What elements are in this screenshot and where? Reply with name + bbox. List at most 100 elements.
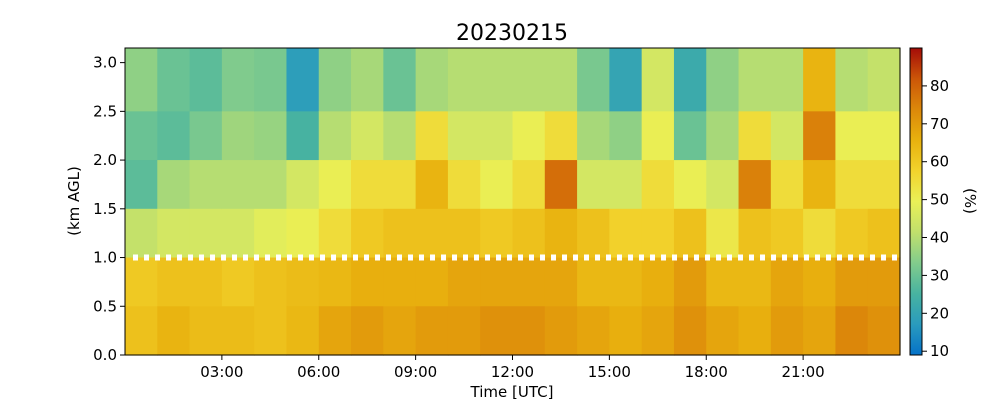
heatmap-cell <box>512 257 546 307</box>
heatmap-cell <box>286 48 320 112</box>
heatmap-cell <box>512 48 546 112</box>
colorbar-label: (%) <box>961 188 979 214</box>
heatmap-cell <box>157 257 191 307</box>
heatmap-cell <box>803 160 837 210</box>
x-tick-label: 18:00 <box>685 363 728 381</box>
heatmap-cell <box>415 111 449 161</box>
y-axis-label: (km AGL) <box>65 166 83 236</box>
x-tick-label: 21:00 <box>782 363 825 381</box>
heatmap-cell <box>641 208 675 259</box>
heatmap-cell <box>318 111 352 161</box>
heatmap-cell <box>221 48 255 112</box>
heatmap-cell <box>803 208 837 259</box>
heatmap-cell <box>609 306 643 356</box>
heatmap-cell <box>221 160 255 210</box>
heatmap-cell <box>835 208 869 259</box>
heatmap-cell <box>125 111 158 161</box>
heatmap-cell <box>641 257 675 307</box>
heatmap-cell <box>157 111 191 161</box>
colorbar-tick-label: 40 <box>930 229 949 247</box>
colorbar-tick-label: 20 <box>930 304 949 322</box>
heatmap-cell <box>415 160 449 210</box>
heatmap-cell <box>673 306 707 356</box>
heatmap-cell <box>770 160 804 210</box>
heatmap-cell <box>447 208 481 259</box>
heatmap-cell <box>480 257 514 307</box>
heatmap-cell <box>383 111 417 161</box>
heatmap-cell <box>738 48 772 112</box>
heatmap-cell <box>189 306 223 356</box>
heatmap-cell <box>480 306 514 356</box>
heatmap-cell <box>835 111 869 161</box>
x-tick-label: 12:00 <box>491 363 534 381</box>
heatmap-cell <box>351 208 384 259</box>
heatmap-cell <box>544 48 578 112</box>
heatmap-cell <box>383 257 417 307</box>
heatmap-cell <box>221 306 255 356</box>
heatmap-cell <box>738 160 772 210</box>
heatmap-cell <box>415 306 449 356</box>
colorbar-tick-label: 30 <box>930 266 949 284</box>
y-tick-label: 0.5 <box>93 297 117 315</box>
heatmap-cell <box>867 48 901 112</box>
y-axis-ticks: 0.0 0.5 1.0 1.5 2.0 2.5 3.0 <box>93 54 125 364</box>
heatmap-cell <box>673 111 707 161</box>
heatmap-cell <box>867 306 901 356</box>
heatmap-cell <box>254 48 288 112</box>
x-axis-ticks: 03:00 06:00 09:00 12:00 15:00 18:00 21:00 <box>200 355 825 381</box>
heatmap-cell <box>706 111 740 161</box>
y-tick-label: 0.0 <box>93 346 117 364</box>
heatmap-cell <box>286 111 320 161</box>
heatmap-cell <box>351 257 384 307</box>
heatmap-cell <box>383 48 417 112</box>
heatmap-cell <box>738 257 772 307</box>
heatmap-cell <box>673 257 707 307</box>
heatmap-cell <box>318 48 352 112</box>
heatmap-cell <box>770 306 804 356</box>
y-tick-label: 1.5 <box>93 200 117 218</box>
heatmap-cell <box>770 48 804 112</box>
heatmap-cell <box>609 160 643 210</box>
heatmap-cell <box>867 208 901 259</box>
heatmap-cell <box>383 306 417 356</box>
heatmap-cell <box>835 48 869 112</box>
heatmap-cell <box>318 306 352 356</box>
heatmap-cell <box>641 111 675 161</box>
colorbar-ticks: 10 20 30 40 50 60 70 80 <box>922 77 949 360</box>
colorbar-tick-label: 70 <box>930 115 949 133</box>
heatmap-cell <box>286 208 320 259</box>
heatmap-cell <box>609 48 643 112</box>
heatmap-cell <box>189 257 223 307</box>
x-axis-label: Time [UTC] <box>470 383 554 400</box>
heatmap-cell <box>609 257 643 307</box>
heatmap-cell <box>544 160 578 210</box>
heatmap-cell <box>706 306 740 356</box>
heatmap-cell <box>447 306 481 356</box>
heatmap-cell <box>544 111 578 161</box>
heatmap-cell <box>351 111 384 161</box>
heatmap-cell <box>706 48 740 112</box>
heatmap-cell <box>383 160 417 210</box>
heatmap-cell <box>383 208 417 259</box>
colorbar-tick-label: 80 <box>930 77 949 95</box>
heatmap-cell <box>254 160 288 210</box>
colorbar-tick-label: 50 <box>930 191 949 209</box>
heatmap-cell <box>673 208 707 259</box>
heatmap-cell <box>867 111 901 161</box>
heatmap-cell <box>803 257 837 307</box>
heatmap-cell <box>318 257 352 307</box>
x-tick-label: 06:00 <box>297 363 340 381</box>
heatmap-cell <box>318 160 352 210</box>
heatmap-cell <box>254 257 288 307</box>
y-tick-label: 2.5 <box>93 102 117 120</box>
heatmap-cell <box>544 257 578 307</box>
heatmap-cell <box>189 111 223 161</box>
heatmap-cell <box>447 160 481 210</box>
heatmap-cell <box>157 208 191 259</box>
heatmap-cell <box>254 208 288 259</box>
heatmap-cell <box>673 48 707 112</box>
heatmap-cell <box>415 257 449 307</box>
heatmap-cell <box>577 306 610 356</box>
heatmap-cell <box>706 208 740 259</box>
x-tick-label: 03:00 <box>200 363 243 381</box>
